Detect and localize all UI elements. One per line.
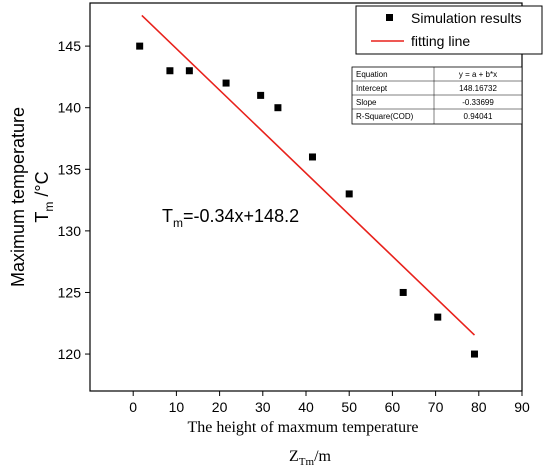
x-tick-label: 50 bbox=[341, 399, 357, 415]
x-tick-label: 60 bbox=[385, 399, 401, 415]
fitting-line bbox=[141, 14, 476, 336]
scatter-point bbox=[274, 104, 282, 112]
scatter-point bbox=[166, 67, 174, 75]
x-axis-label: The height of maxmum temperature bbox=[187, 419, 418, 436]
fit-table-value-slope: -0.33699 bbox=[462, 98, 494, 107]
y-axis-symbol-group: Tm /°C bbox=[32, 171, 56, 222]
y-axis-symbol: Tm /°C bbox=[32, 171, 56, 222]
x-tick-label: 10 bbox=[169, 399, 185, 415]
fit-table-label-intercept: Intercept bbox=[356, 84, 388, 93]
y-tick-label: 125 bbox=[58, 284, 82, 300]
scatter-point bbox=[345, 190, 353, 198]
scatter-point bbox=[470, 350, 478, 358]
fit-table-value-intercept: 148.16732 bbox=[459, 84, 497, 93]
fit-line bbox=[141, 14, 476, 336]
fit-table-label-slope: Slope bbox=[356, 98, 377, 107]
legend: Simulation results fitting line bbox=[355, 5, 543, 55]
scatter-point bbox=[185, 67, 193, 75]
legend-label-fitting: fitting line bbox=[411, 33, 470, 49]
x-tick-label: 70 bbox=[428, 399, 444, 415]
y-tick-label: 130 bbox=[58, 223, 82, 239]
x-tick-label: 90 bbox=[514, 399, 530, 415]
scatter-point bbox=[222, 79, 230, 87]
x-tick-label: 30 bbox=[255, 399, 271, 415]
fit-table-value-rsquare: 0.94041 bbox=[464, 112, 493, 121]
y-tick-label: 120 bbox=[58, 346, 82, 362]
x-tick-label: 0 bbox=[129, 399, 137, 415]
y-tick-label: 135 bbox=[58, 161, 82, 177]
fit-table: Equation y = a + b*x Intercept 148.16732… bbox=[351, 66, 523, 125]
scatter-point bbox=[399, 288, 407, 296]
scatter-point bbox=[308, 153, 316, 161]
y-axis-label: Maximum temperature bbox=[8, 107, 28, 287]
fit-table-border bbox=[351, 66, 523, 125]
fit-table-value-equation: y = a + b*x bbox=[459, 70, 497, 79]
x-tick-label: 40 bbox=[298, 399, 314, 415]
scatter-point bbox=[434, 313, 442, 321]
fit-table-label-equation: Equation bbox=[356, 70, 388, 79]
scatter-point bbox=[136, 42, 144, 50]
x-axis-symbol: ZTm/m bbox=[289, 448, 332, 468]
y-tick-label: 140 bbox=[58, 100, 82, 116]
x-tick-label: 20 bbox=[212, 399, 228, 415]
x-tick-label: 80 bbox=[471, 399, 487, 415]
y-tick-label: 145 bbox=[58, 38, 82, 54]
y-axis-label-group: Maximum temperature bbox=[8, 107, 28, 287]
fit-table-label-rsquare: R-Square(COD) bbox=[356, 112, 414, 121]
legend-marker-square bbox=[386, 14, 393, 21]
fit-equation-annotation: Tm=-0.34x+148.2 bbox=[162, 206, 299, 230]
scatter-point bbox=[257, 91, 265, 99]
legend-label-simulation: Simulation results bbox=[411, 10, 522, 26]
plot-frame bbox=[89, 2, 523, 392]
axis-ticks: 0 10 20 30 40 50 60 70 80 90 120 125 130 135 140 145 bbox=[58, 38, 530, 415]
scatter-points bbox=[136, 42, 478, 358]
